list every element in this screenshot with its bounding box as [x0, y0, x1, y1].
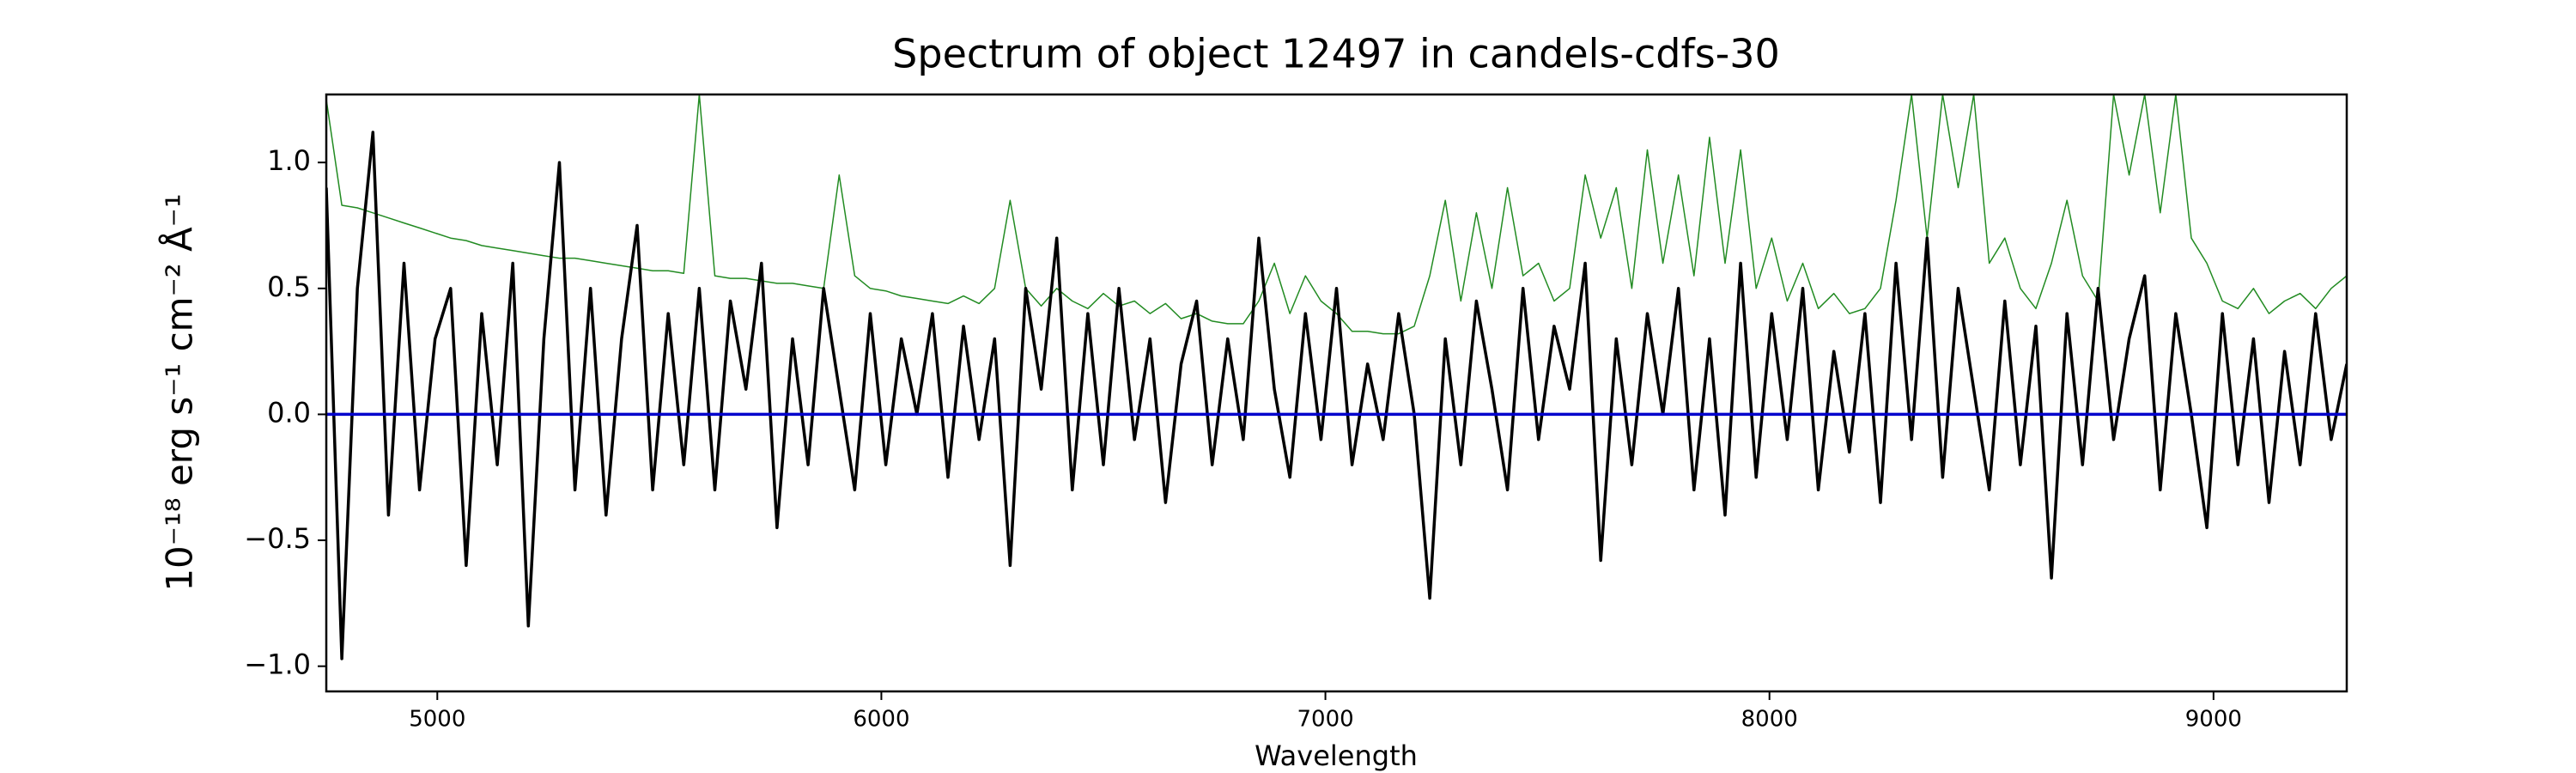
y-tick-label: −0.5: [244, 522, 311, 555]
y-tick-label: −1.0: [244, 648, 311, 681]
spectrum-line: [326, 131, 2347, 660]
x-axis-label: Wavelength: [1255, 740, 1418, 772]
y-tick-label: 0.5: [267, 271, 311, 303]
plot-frame: [325, 93, 2348, 693]
spectrum-line: [326, 94, 2347, 335]
y-tick-label: 0.0: [267, 396, 311, 429]
x-tick-label: 7000: [1297, 707, 1353, 733]
y-tick-label: 1.0: [267, 144, 311, 177]
x-tick-label: 6000: [853, 707, 909, 733]
x-tick-label: 9000: [2185, 707, 2242, 733]
plot-lines: [326, 94, 2347, 660]
chart-title: Spectrum of object 12497 in candels-cdfs…: [892, 31, 1780, 77]
y-axis-label: 10⁻¹⁸ erg s⁻¹ cm⁻² Å⁻¹: [158, 193, 201, 591]
x-tick-label: 8000: [1741, 707, 1798, 733]
x-tick-label: 5000: [409, 707, 465, 733]
